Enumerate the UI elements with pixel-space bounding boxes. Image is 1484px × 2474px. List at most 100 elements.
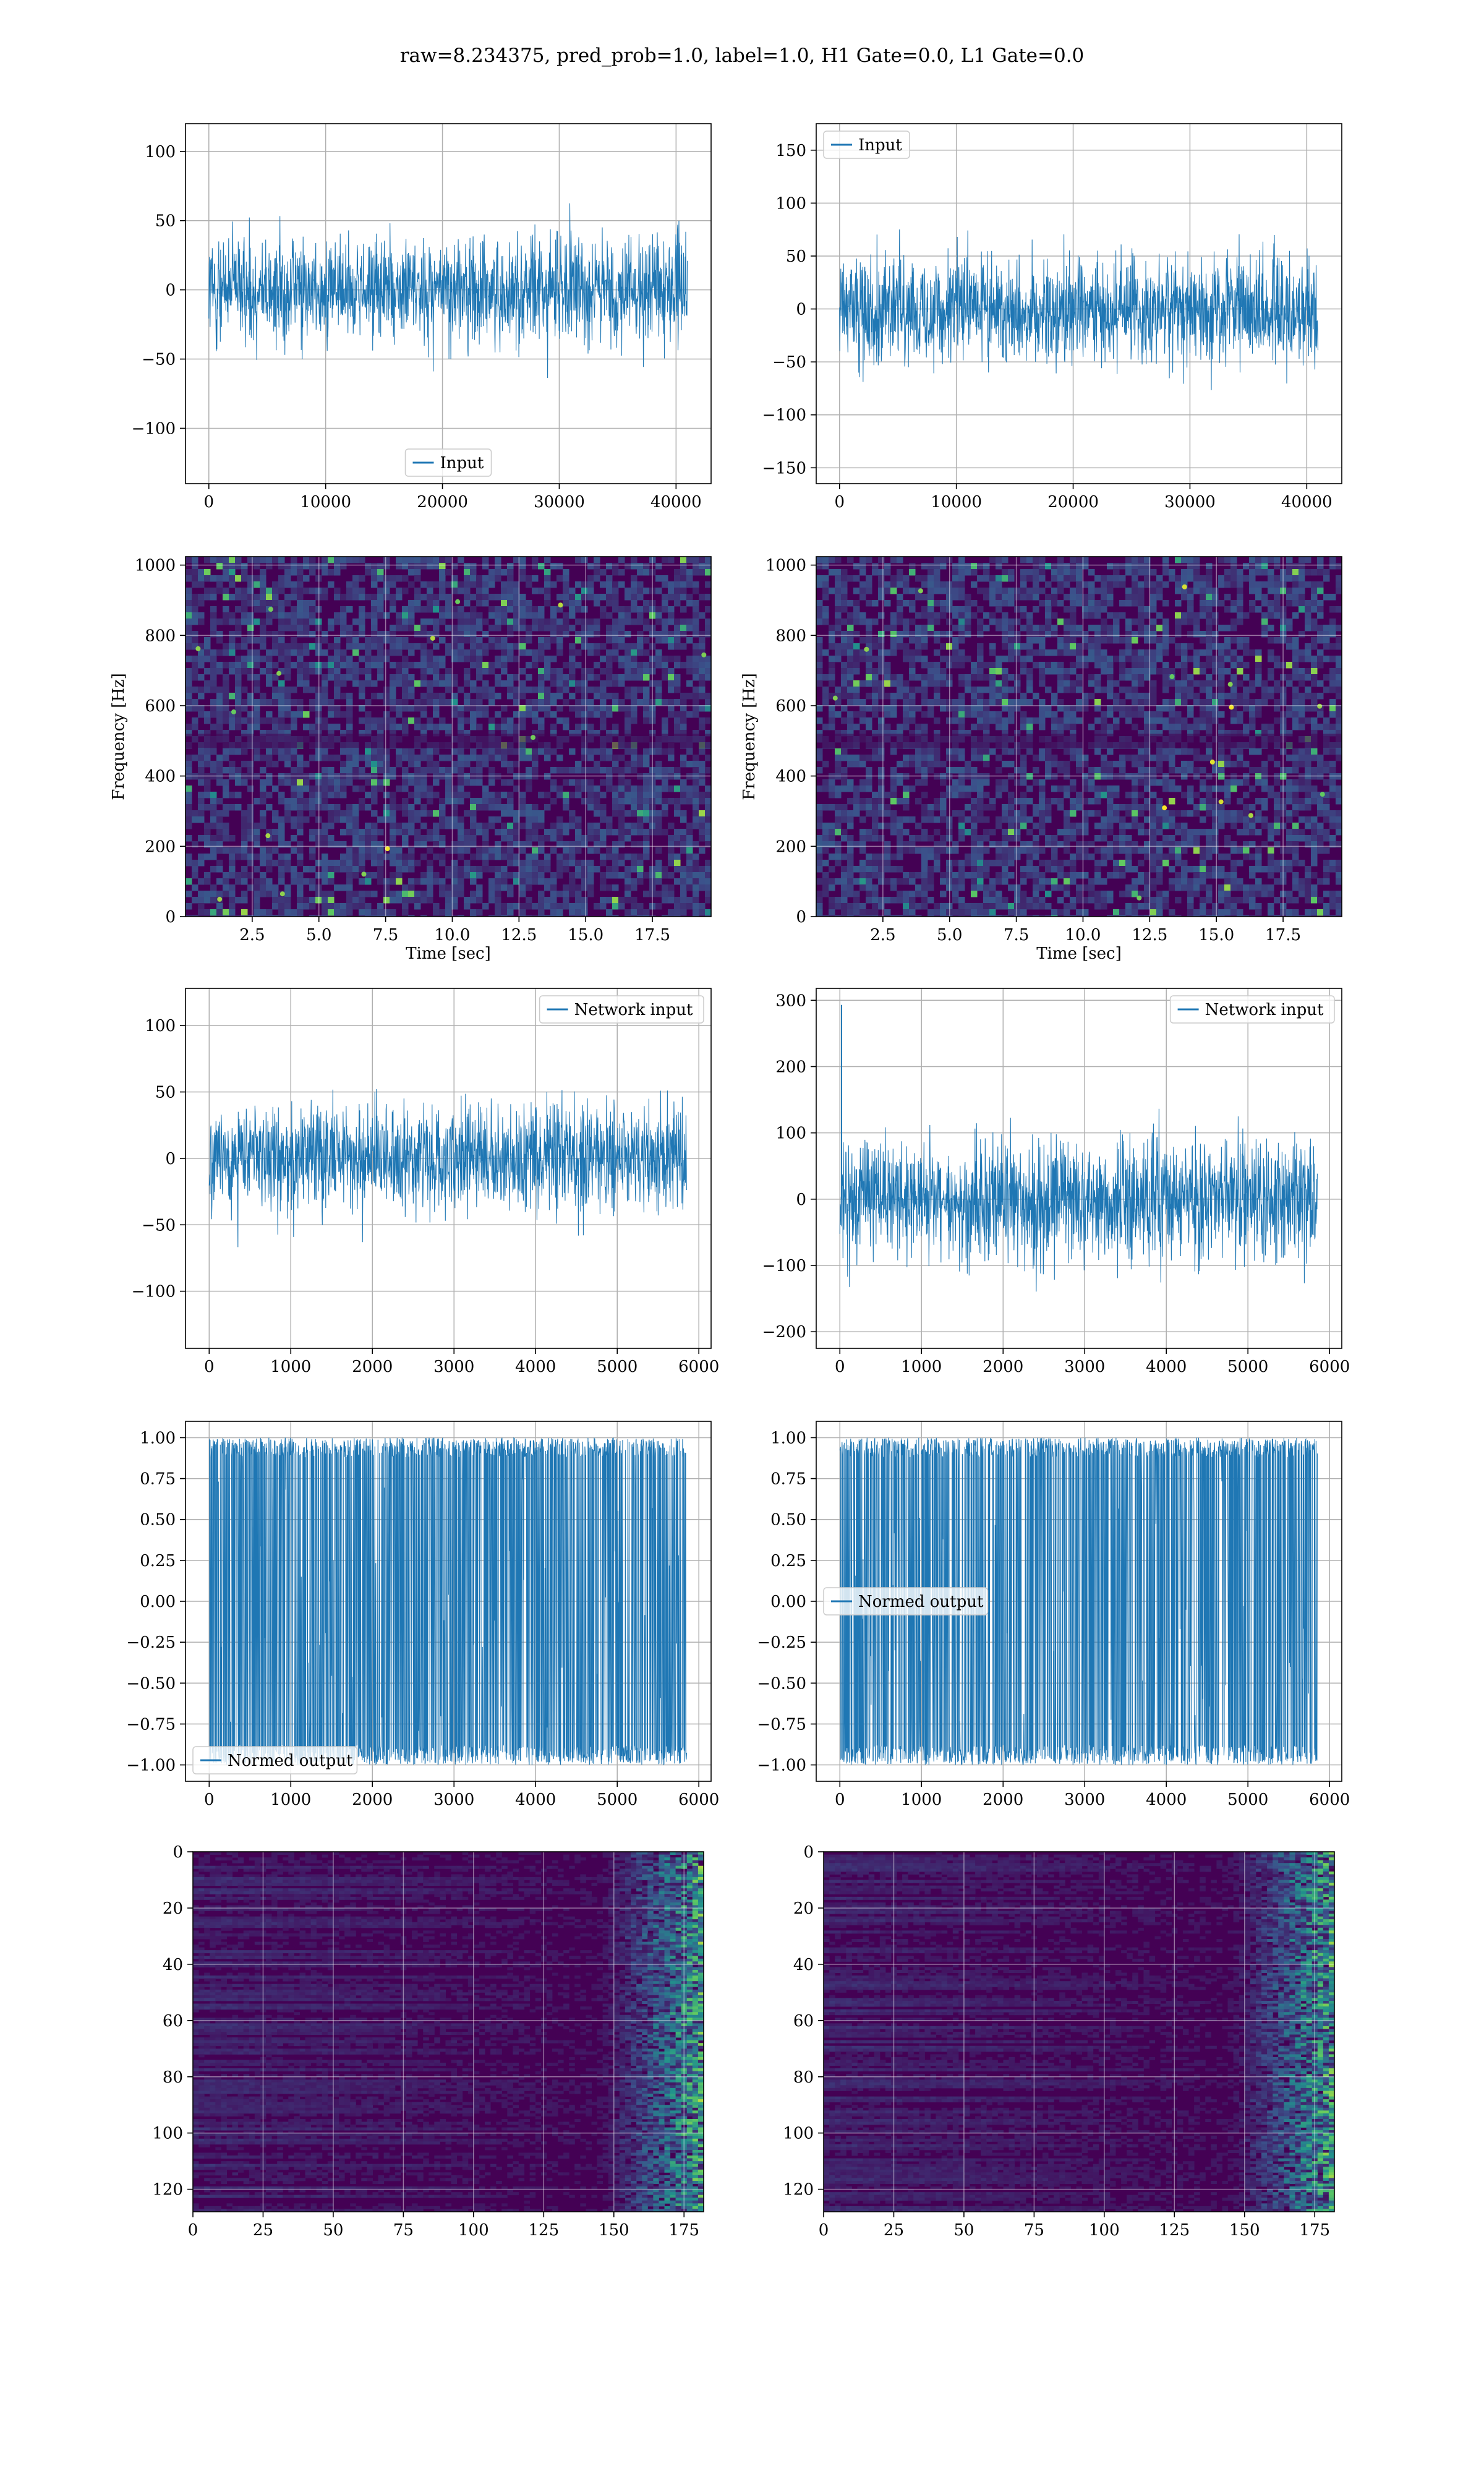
heatmap-cell [458, 557, 464, 563]
heatmap-cell [513, 588, 520, 594]
heatmap-cell [816, 612, 823, 619]
heatmap-cell [927, 705, 934, 712]
heatmap-cell [1305, 687, 1311, 693]
heatmap-cell [1082, 656, 1089, 662]
heatmap-cell [507, 730, 514, 737]
heatmap-cell [266, 649, 273, 656]
heatmap-cell [686, 792, 693, 798]
heatmap-cell [587, 687, 594, 693]
heatmap-cell [550, 847, 557, 854]
heatmap-cell [1107, 674, 1114, 681]
heatmap-cell [637, 792, 644, 798]
heatmap-cell [303, 761, 310, 768]
heatmap-cell [297, 674, 304, 681]
heatmap-cell [507, 779, 514, 786]
heatmap-cell [965, 606, 971, 613]
heatmap-cell [1107, 600, 1114, 607]
heatmap-cell [439, 767, 446, 774]
heatmap-cell [983, 612, 990, 619]
heatmap-cell [192, 662, 198, 669]
heatmap-cell [532, 662, 539, 669]
heatmap-cell [1280, 575, 1287, 582]
heatmap-cell [958, 699, 965, 706]
heatmap-cell [377, 785, 384, 792]
heatmap-cell [482, 829, 489, 836]
heatmap-cell [513, 612, 520, 619]
heatmap-cell [637, 915, 644, 917]
heatmap-cell [309, 798, 316, 805]
heatmap-cell [495, 569, 501, 576]
heatmap-cell [612, 581, 619, 588]
heatmap-cell [612, 600, 619, 607]
heatmap-cell [594, 705, 600, 712]
heatmap-cell [1274, 699, 1281, 706]
heatmap-cell [352, 575, 359, 582]
heatmap-cell [272, 730, 279, 737]
heatmap-cell [408, 662, 415, 669]
heatmap-cell [1051, 631, 1058, 638]
heatmap-cell [594, 563, 600, 570]
heatmap-cell [544, 835, 551, 842]
heatmap-cell [464, 618, 471, 625]
heatmap-cell [396, 588, 403, 594]
heatmap-cell [1039, 600, 1046, 607]
heatmap-cell [631, 649, 638, 656]
heatmap-cell [519, 878, 526, 885]
heatmap-cell [655, 631, 662, 638]
heatmap-cell [1026, 717, 1033, 724]
heatmap-cell [476, 872, 483, 879]
heatmap-cell [643, 872, 650, 879]
heatmap-cell [686, 884, 693, 891]
heatmap-cell [309, 705, 316, 712]
heatmap-cell [322, 767, 328, 774]
heatmap-cell [507, 903, 514, 910]
heatmap-cell [587, 755, 594, 761]
heatmap-cell [1138, 557, 1145, 563]
heatmap-cell [841, 631, 848, 638]
heatmap-cell [903, 680, 910, 687]
heatmap-cell [352, 866, 359, 873]
heatmap-cell [1286, 637, 1293, 644]
heatmap-cell [1125, 649, 1132, 656]
heatmap-cell [501, 779, 508, 786]
heatmap-cell [383, 563, 390, 570]
heatmap-cell [458, 767, 464, 774]
heatmap-cell [575, 872, 582, 879]
heatmap-cell [853, 711, 860, 718]
heatmap-cell [699, 909, 706, 916]
heatmap-cell [705, 866, 711, 873]
heatmap-cell [359, 841, 365, 848]
heatmap-hotspot [361, 871, 367, 877]
heatmap-cell [674, 804, 681, 811]
heatmap-cell [1070, 625, 1077, 631]
heatmap-cell [266, 711, 273, 718]
axes-frame [185, 556, 712, 917]
heatmap-cell [408, 612, 415, 619]
heatmap-cell [266, 618, 273, 625]
heatmap-cell [996, 581, 1002, 588]
heatmap-cell [1125, 588, 1132, 594]
heatmap-cell [1175, 643, 1182, 650]
heatmap-cell [909, 637, 916, 644]
heatmap-cell [340, 730, 347, 737]
heatmap-cell [278, 668, 285, 675]
heatmap-cell [618, 785, 625, 792]
heatmap-cell [1292, 649, 1299, 656]
heatmap-cell [680, 755, 687, 761]
heatmap-cell [946, 606, 953, 613]
heatmap-cell [1088, 612, 1095, 619]
heatmap-cell [612, 872, 619, 879]
heatmap-cell [507, 884, 514, 891]
heatmap-cell [680, 878, 687, 885]
heatmap-cell [408, 773, 415, 780]
heatmap-cell [699, 767, 706, 774]
heatmap-cell [625, 792, 631, 798]
heatmap-cell [315, 884, 322, 891]
heatmap-cell [439, 724, 446, 730]
heatmap-cell [1274, 581, 1281, 588]
heatmap-cell [612, 637, 619, 644]
heatmap-cell [618, 897, 625, 904]
heatmap-cell [309, 569, 316, 576]
heatmap-cell [705, 816, 711, 823]
heatmap-cell [359, 878, 365, 885]
